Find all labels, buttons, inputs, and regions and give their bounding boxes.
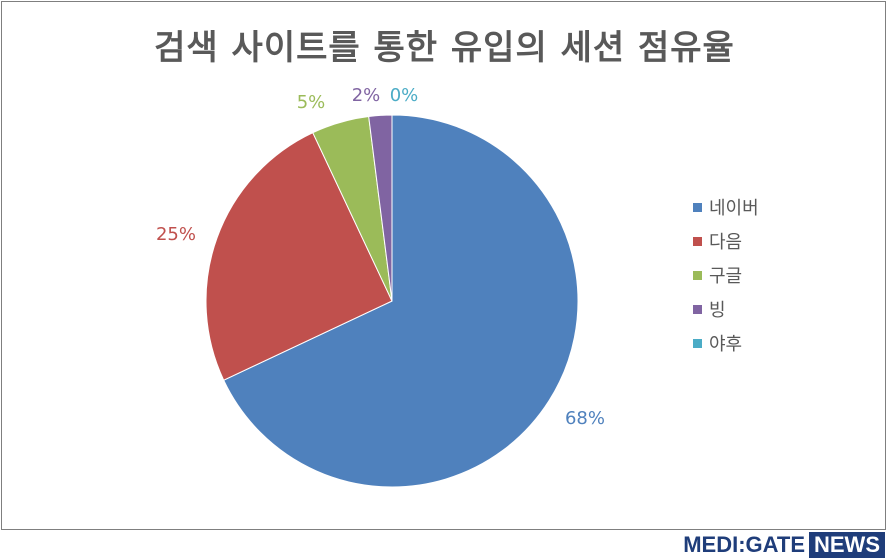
news-logo: MEDI:GATE NEWS	[683, 532, 885, 558]
legend-item-naver: 네이버	[693, 190, 759, 224]
data-label-0: 68%	[565, 408, 605, 429]
legend-swatch	[693, 338, 702, 348]
legend-item-yahoo: 야후	[693, 326, 759, 360]
legend-swatch	[693, 236, 702, 246]
legend-label: 구글	[709, 266, 743, 287]
legend: 네이버 다음 구글 빙 야후	[693, 190, 759, 360]
pie-slice-1	[205, 132, 393, 381]
legend-item-daum: 다음	[693, 224, 759, 258]
data-label-3: 2%	[352, 85, 381, 106]
logo-news-box: NEWS	[809, 532, 885, 558]
data-label-1: 25%	[156, 224, 196, 245]
legend-swatch	[693, 270, 702, 280]
pie-slice-0	[223, 114, 579, 488]
data-label-4: 0%	[390, 85, 419, 106]
chart-title: 검색 사이트를 통한 유입의 세션 점유율	[154, 28, 735, 68]
legend-label: 야후	[709, 334, 743, 355]
legend-swatch	[693, 202, 702, 212]
legend-label: 빙	[709, 300, 726, 321]
pie-slice-3	[368, 114, 393, 302]
legend-item-bing: 빙	[693, 292, 759, 326]
data-label-2: 5%	[297, 92, 326, 113]
legend-label: 다음	[709, 232, 743, 253]
logo-main-text: MEDI:GATE	[683, 532, 805, 557]
legend-label: 네이버	[709, 198, 759, 219]
legend-item-google: 구글	[693, 258, 759, 292]
legend-swatch	[693, 304, 702, 314]
